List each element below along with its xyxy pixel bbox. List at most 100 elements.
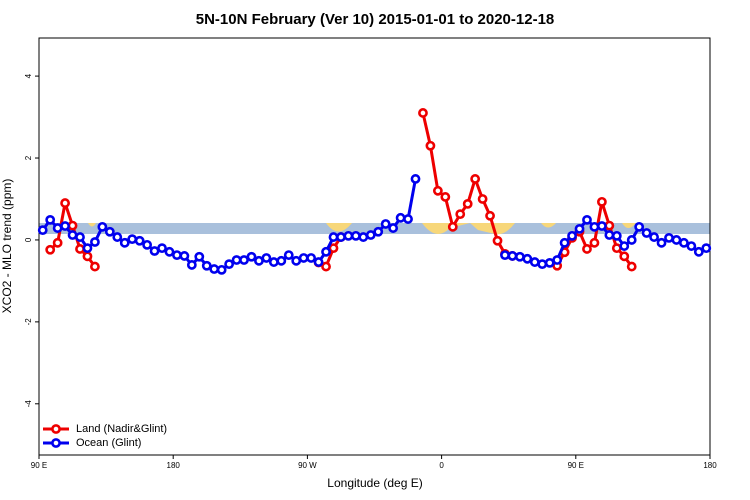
data-point — [231, 255, 242, 265]
data-point — [246, 251, 257, 262]
data-point — [306, 253, 317, 263]
data-point — [626, 235, 637, 245]
data-point — [656, 237, 667, 248]
data-point — [462, 198, 473, 209]
data-point — [664, 232, 674, 243]
data-point — [432, 185, 443, 196]
data-point — [142, 239, 153, 250]
x-tick-label: 180 — [167, 461, 181, 470]
x-tick-label: 90 E — [568, 461, 584, 470]
data-point — [567, 230, 577, 241]
data-point — [589, 221, 600, 232]
data-point — [373, 226, 384, 237]
data-point — [90, 261, 100, 272]
data-point — [686, 241, 697, 251]
land-shape — [326, 223, 352, 232]
data-point — [186, 260, 197, 270]
data-point — [201, 260, 212, 271]
data-point — [276, 255, 287, 266]
data-point — [82, 243, 93, 254]
data-point — [179, 251, 190, 261]
data-point — [604, 230, 615, 240]
data-point — [634, 221, 645, 232]
legend-label: Ocean (Glint) — [76, 437, 141, 449]
data-point — [60, 198, 70, 208]
plot-frame — [38, 37, 711, 456]
data-point — [522, 253, 533, 264]
data-point — [626, 261, 637, 272]
series — [45, 108, 637, 272]
data-point — [589, 237, 600, 248]
data-point — [119, 237, 130, 248]
data-point — [596, 221, 607, 231]
data-point — [500, 250, 510, 261]
data-point — [60, 221, 70, 231]
data-point — [254, 255, 264, 266]
legend-marker — [51, 438, 61, 448]
land-shape — [622, 223, 636, 228]
data-point — [298, 253, 309, 263]
data-point — [313, 257, 324, 267]
data-point — [671, 235, 682, 245]
data-point — [619, 251, 630, 262]
data-point — [507, 251, 518, 261]
data-point — [380, 219, 391, 229]
land-shape — [88, 223, 96, 227]
sea-band — [39, 223, 710, 234]
data-point — [127, 234, 138, 245]
data-point — [537, 259, 548, 270]
data-point — [552, 255, 563, 265]
data-point — [112, 232, 123, 242]
data-point — [67, 230, 78, 240]
data-point — [291, 255, 302, 266]
data-point — [455, 209, 466, 220]
data-point — [693, 246, 704, 257]
y-tick-label: 2 — [24, 155, 33, 160]
x-tick-label: 90 W — [298, 461, 317, 470]
data-point — [321, 261, 331, 272]
data-point — [701, 243, 712, 254]
data-point — [172, 250, 182, 261]
data-point — [104, 226, 115, 237]
data-point — [582, 214, 592, 225]
data-point — [149, 246, 160, 256]
data-point — [134, 235, 145, 246]
data-point — [611, 230, 622, 241]
x-tick-label: 0 — [439, 461, 444, 470]
data-point — [209, 264, 220, 274]
data-point — [529, 257, 540, 267]
data-point — [358, 232, 369, 242]
y-tick-label: 4 — [24, 73, 33, 78]
legend-marker — [51, 424, 61, 434]
data-point — [477, 194, 488, 204]
data-point — [440, 192, 451, 202]
land-shape — [541, 223, 556, 228]
y-tick-label: -2 — [24, 318, 33, 326]
x-tick-label: 90 E — [31, 461, 47, 470]
data-point — [45, 214, 56, 225]
data-point — [485, 210, 495, 221]
data-point — [582, 244, 592, 254]
data-point — [67, 220, 78, 231]
data-point — [604, 220, 615, 231]
data-point — [82, 251, 93, 262]
data-point — [679, 237, 689, 248]
data-point — [544, 257, 555, 268]
data-point — [410, 174, 421, 184]
data-point — [388, 223, 399, 233]
data-point — [224, 259, 235, 270]
data-point — [641, 228, 652, 238]
data-point — [596, 196, 607, 207]
data-point — [365, 230, 376, 240]
data-point — [559, 237, 570, 248]
data-point — [328, 243, 339, 254]
data-point — [37, 225, 48, 236]
data-point — [328, 232, 339, 242]
data-point — [574, 223, 585, 234]
data-point — [194, 251, 205, 262]
data-point — [52, 237, 63, 248]
data-point — [164, 246, 175, 257]
data-point — [75, 244, 85, 254]
data-point — [418, 108, 428, 118]
